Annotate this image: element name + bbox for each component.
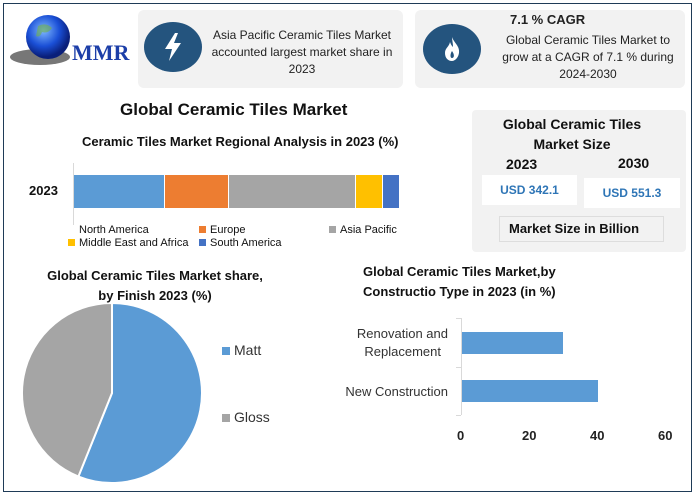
title-line: by Finish 2023 (%) bbox=[98, 288, 212, 303]
unit-label: Market Size in Billion bbox=[499, 216, 664, 242]
legend-item-asia-pacific: Asia Pacific bbox=[329, 224, 397, 236]
legend-label: Asia Pacific bbox=[340, 224, 397, 236]
legend-label: North America bbox=[79, 224, 149, 236]
legend-label: Middle East and Africa bbox=[79, 237, 189, 249]
bar-segment-mea bbox=[356, 175, 383, 208]
year-2030: 2030 bbox=[618, 155, 650, 171]
legend-item-europe: Europe bbox=[199, 224, 245, 236]
pie-slice-gloss bbox=[22, 303, 113, 478]
legend-swatch bbox=[329, 226, 336, 233]
axis-tick bbox=[456, 367, 461, 368]
legend-swatch bbox=[199, 226, 206, 233]
category-label-renovation: Renovation and Replacement bbox=[330, 325, 448, 361]
title-line: Market Size bbox=[533, 136, 611, 152]
mmr-logo: MMR bbox=[10, 12, 135, 72]
pie-legend-matt: Matt bbox=[222, 342, 261, 358]
x-tick-0: 0 bbox=[457, 428, 465, 443]
market-size-title: Global Ceramic Tiles Market Size bbox=[472, 114, 672, 154]
bar-renovation bbox=[462, 332, 563, 354]
legend-label: Gloss bbox=[234, 409, 270, 425]
legend-label: South America bbox=[210, 237, 282, 249]
year-2023: 2023 bbox=[506, 156, 538, 172]
legend-swatch bbox=[222, 347, 230, 355]
y-axis-line bbox=[461, 318, 462, 415]
pie-chart-title: Global Ceramic Tiles Market share, by Fi… bbox=[20, 266, 290, 306]
insight-card-cagr: 7.1 % CAGR Global Ceramic Tiles Market t… bbox=[415, 10, 685, 88]
title-line: Global Ceramic Tiles bbox=[502, 116, 642, 132]
legend-item-mea: Middle East and Africa bbox=[68, 237, 188, 249]
stacked-bar bbox=[74, 175, 399, 208]
title-line: Global Ceramic Tiles Market,by bbox=[363, 264, 556, 279]
bar-segment-asia-pacific bbox=[229, 175, 356, 208]
y-category-label: 2023 bbox=[29, 183, 58, 198]
legend-item-south-america: South America bbox=[199, 237, 282, 249]
label-line: Renovation and bbox=[356, 326, 448, 341]
pie-legend-gloss: Gloss bbox=[222, 409, 270, 425]
card-text: Global Ceramic Tiles Market to grow at a… bbox=[502, 33, 674, 81]
bar-new-construction bbox=[462, 380, 598, 402]
axis-tick bbox=[456, 415, 461, 416]
flame-icon bbox=[423, 24, 481, 74]
regional-chart-title: Ceramic Tiles Market Regional Analysis i… bbox=[82, 134, 399, 149]
legend-label: Europe bbox=[210, 224, 246, 236]
x-tick-40: 40 bbox=[590, 428, 605, 443]
legend-label: Matt bbox=[234, 342, 262, 358]
main-title: Global Ceramic Tiles Market bbox=[120, 100, 348, 119]
legend-item-north-america: North America bbox=[68, 224, 149, 236]
infographic-frame bbox=[3, 3, 692, 492]
card-text: Asia Pacific Ceramic Tiles Market accoun… bbox=[211, 28, 393, 76]
title-line: Constructio Type in 2023 (in %) bbox=[363, 284, 556, 299]
bar-segment-south-america bbox=[383, 175, 399, 208]
market-size-card: Global Ceramic Tiles Market Size 2023 20… bbox=[472, 110, 686, 252]
value-2023: USD 342.1 bbox=[482, 175, 577, 205]
cagr-title: 7.1 % CAGR bbox=[510, 12, 586, 27]
globe-icon bbox=[10, 15, 70, 65]
label-line: Replacement bbox=[364, 344, 441, 359]
y-axis-line bbox=[73, 163, 74, 225]
value-2030: USD 551.3 bbox=[584, 178, 680, 208]
bar-segment-europe bbox=[165, 175, 229, 208]
legend-swatch bbox=[222, 414, 230, 422]
title-line: Global Ceramic Tiles Market share, bbox=[47, 268, 263, 283]
x-tick-60: 60 bbox=[658, 428, 673, 443]
pie-slice-matt bbox=[77, 303, 202, 483]
logo-text: MMR bbox=[72, 40, 130, 65]
axis-tick bbox=[456, 318, 461, 319]
x-tick-20: 20 bbox=[522, 428, 537, 443]
legend-swatch bbox=[68, 239, 75, 246]
bar-segment-north-america bbox=[74, 175, 165, 208]
lightning-icon bbox=[144, 22, 202, 72]
legend-swatch bbox=[199, 239, 206, 246]
pie-chart bbox=[22, 303, 202, 483]
category-label-new-construction: New Construction bbox=[345, 384, 448, 399]
insight-card-asia-pacific: Asia Pacific Ceramic Tiles Market accoun… bbox=[138, 10, 403, 88]
legend-swatch bbox=[68, 226, 75, 233]
construction-chart-title: Global Ceramic Tiles Market,by Construct… bbox=[363, 262, 556, 302]
